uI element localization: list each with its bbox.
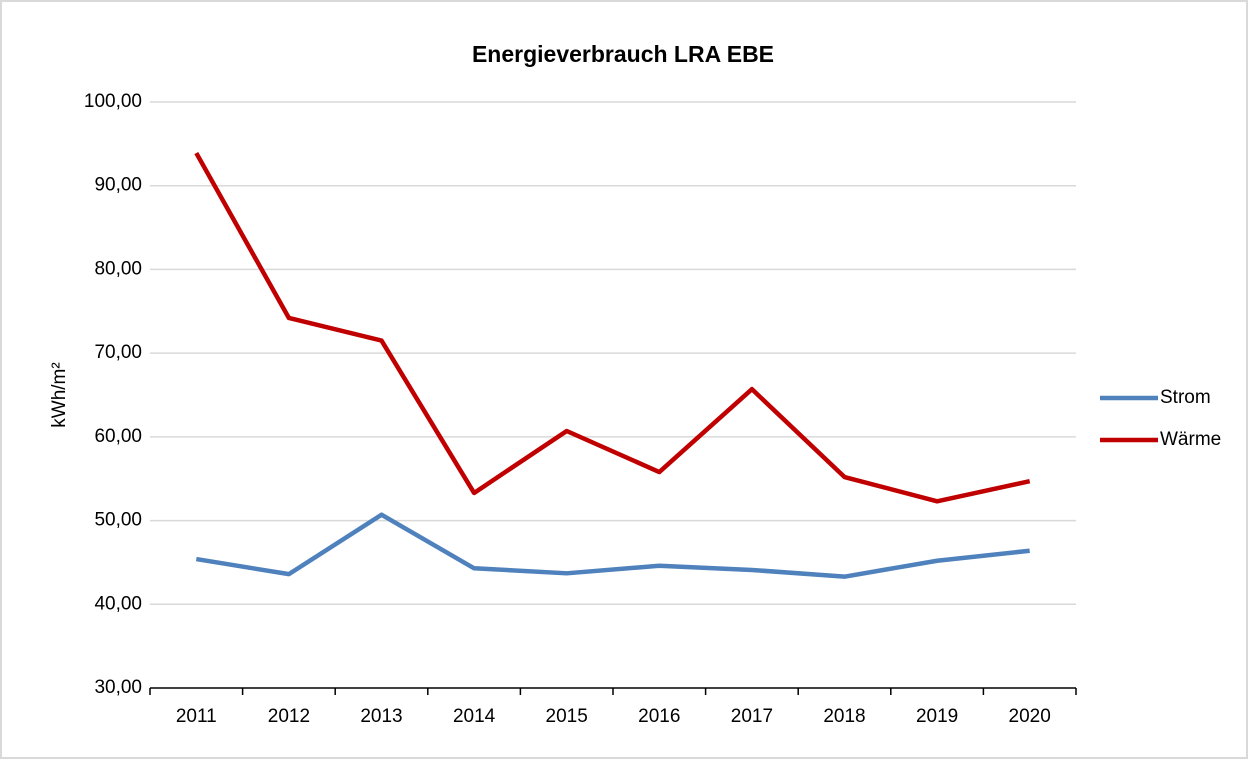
series-line <box>194 151 1031 504</box>
x-tick-label: 2019 <box>916 706 958 727</box>
y-tick-label: 40,00 <box>94 593 142 614</box>
series-line <box>195 512 1030 579</box>
y-axis-label: kWh/m² <box>49 362 70 427</box>
x-tick-label: 2012 <box>268 706 310 727</box>
x-tick-label: 2014 <box>453 706 496 727</box>
x-tick-label: 2020 <box>1009 706 1051 727</box>
x-tick-label: 2011 <box>176 706 217 727</box>
x-tick-label: 2016 <box>638 706 680 727</box>
y-tick-label: 50,00 <box>94 510 142 531</box>
y-tick-label: 80,00 <box>94 258 142 279</box>
legend-label: Wärme <box>1160 429 1221 450</box>
y-tick-label: 90,00 <box>94 175 142 196</box>
x-tick-label: 2013 <box>360 706 402 727</box>
x-tick-label: 2015 <box>546 706 588 727</box>
y-tick-label: 70,00 <box>94 342 142 363</box>
chart-title: Energieverbrauch LRA EBE <box>472 41 774 67</box>
x-tick-label: 2018 <box>823 706 865 727</box>
y-tick-label: 60,00 <box>94 426 142 447</box>
y-tick-label: 30,00 <box>94 677 142 698</box>
y-tick-label: 100,00 <box>84 91 142 112</box>
legend-label: Strom <box>1160 387 1211 408</box>
x-tick-label: 2017 <box>731 706 773 727</box>
